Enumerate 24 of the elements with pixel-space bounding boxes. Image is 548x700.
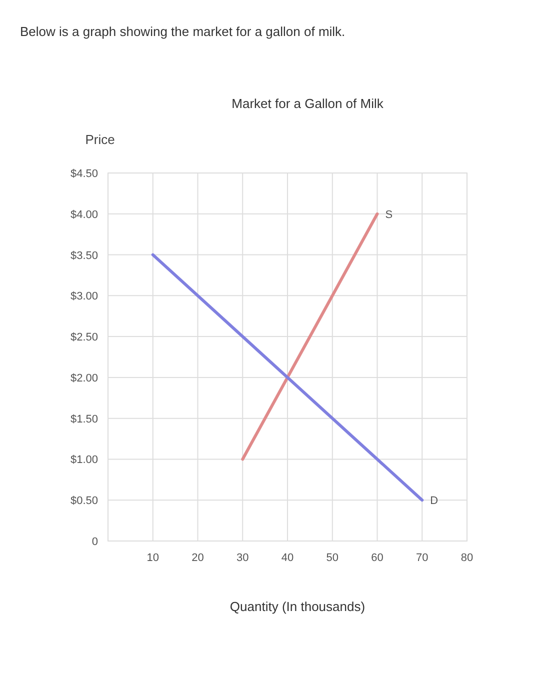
x-axis-title: Quantity (In thousands) — [230, 599, 366, 614]
x-tick-label: 50 — [326, 552, 338, 564]
y-axis-title: Price — [85, 132, 115, 147]
y-tick-label: $0.50 — [70, 495, 98, 508]
x-tick-label: 80 — [460, 552, 474, 564]
x-tick-label: 30 — [236, 552, 249, 564]
series-label: S — [385, 208, 393, 221]
y-tick-label: $1.50 — [70, 413, 98, 426]
y-tick-label: $2.00 — [70, 372, 98, 384]
y-tick-label: $4.50 — [70, 168, 98, 180]
x-tick-label: 20 — [192, 552, 204, 564]
y-tick-label: 0 — [92, 536, 98, 548]
y-tick-label: $3.00 — [70, 290, 98, 303]
x-tick-label: 70 — [416, 552, 428, 564]
y-tick-label: $4.00 — [70, 208, 98, 221]
x-tick-label: 40 — [281, 552, 294, 564]
y-tick-label: $1.00 — [70, 454, 98, 466]
y-tick-label: $3.50 — [70, 250, 98, 262]
x-tick-label: 10 — [146, 552, 159, 564]
y-tick-label: $2.50 — [70, 332, 98, 344]
series-label: D — [430, 495, 438, 508]
x-tick-label: 60 — [371, 552, 384, 564]
chart-title: Market for a Gallon of Milk — [232, 96, 384, 111]
text: Below is a graph showing the market for a gallon of milk. — [20, 24, 346, 39]
